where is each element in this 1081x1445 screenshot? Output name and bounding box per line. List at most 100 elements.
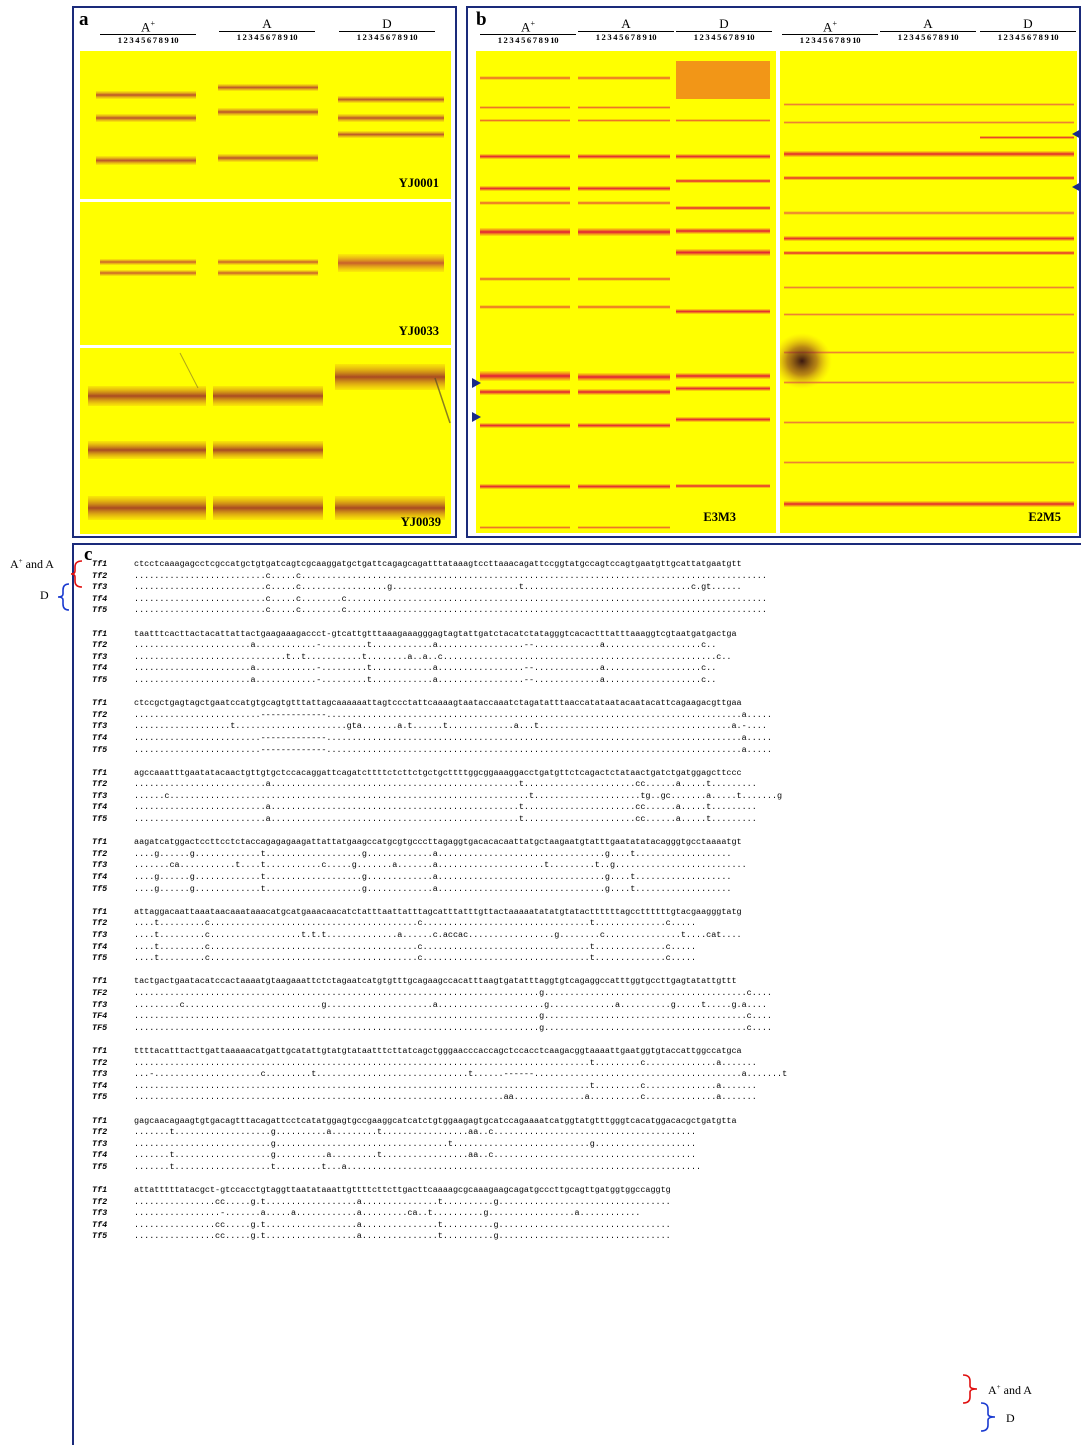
block-spacer <box>92 687 787 699</box>
sequence-id: Tf2 <box>92 709 108 720</box>
sequence-id: Tf2 <box>92 918 108 929</box>
gel-bands <box>96 84 444 165</box>
sequence-text: ..........................a.............… <box>134 779 757 790</box>
sequence-text: ..........................a.............… <box>134 802 757 813</box>
sequence-row: Tf3 ....t.........c..................t.t.… <box>92 930 787 942</box>
sequence-id: Tf5 <box>92 883 108 894</box>
sequence-id: Tf3 <box>92 1069 108 1080</box>
sequence-row: Tf3 ..............................t..t...… <box>92 652 787 664</box>
gel-label: E3M3 <box>703 510 736 524</box>
sequence-text: ..........................c.....c.......… <box>134 593 767 604</box>
gel-label: YJ0001 <box>398 176 439 190</box>
sequence-text: ...................t....................… <box>134 721 767 732</box>
sequence-text: ..........................c.....c.......… <box>134 570 767 581</box>
sequence-row: Tf4 .........................------------… <box>92 733 787 745</box>
blue-bracket-icon <box>980 1402 996 1432</box>
sequence-row: Tf2.....................................… <box>92 1058 787 1070</box>
sequence-row: TF5.....................................… <box>92 1023 787 1035</box>
sequence-id: Tf1 <box>92 1045 108 1056</box>
sequence-id: Tf2 <box>92 570 108 581</box>
sequence-row: Tf5 .......t...................t.........… <box>92 1162 787 1174</box>
gel-image-yj0033: YJ0033 <box>80 202 451 345</box>
panel-b-group-header: A+ 1 2 3 4 5 6 7 8 9 10 <box>480 16 576 46</box>
sequence-id: Tf4 <box>92 732 108 743</box>
sequence-text: taatttcacttactacattattactgaagaaagaccct-g… <box>134 628 737 639</box>
sequence-row: Tf3 ...-.....................c.........t.… <box>92 1069 787 1081</box>
sequence-id: Tf2 <box>92 848 108 859</box>
sequence-id: Tf2 <box>92 1057 108 1068</box>
sequence-row: Tf3 ..........................c.....c....… <box>92 582 787 594</box>
sequence-text: ....t.........c.........................… <box>134 918 697 929</box>
sequence-row: Tf3 ......c..............................… <box>92 791 787 803</box>
sequence-id: Tf1 <box>92 1115 108 1126</box>
panel-c-label: c <box>84 544 93 565</box>
sequence-text: aagatcatggactccttcctctaccagagagaagattatt… <box>134 837 742 848</box>
sequence-row: Tf1 ttttacatttacttgattaaaaacatgattgcatatt… <box>92 1046 787 1058</box>
block-spacer <box>92 1104 787 1116</box>
sequence-text: attatttttatacgct-gtccacctgtaggttaatataaa… <box>134 1185 671 1196</box>
sequence-id: Tf1 <box>92 976 108 987</box>
sequence-row: Tf1 aagatcatggactccttcctctaccagagagaagatt… <box>92 837 787 849</box>
sequence-text: .................-.......a.....a........… <box>134 1208 641 1219</box>
panel-c: c Tf1 ctcctcaaagagcctcgccatgctgtgatcagtcg… <box>72 543 1081 1445</box>
sequence-text: .......t...................g..........a.… <box>134 1127 697 1138</box>
sequence-text: .......ca...........t....t...........c..… <box>134 860 747 871</box>
sequence-id: TF4 <box>92 1011 108 1022</box>
sequence-row: Tf1 tactgactgaatacatccactaaaatgtaagaaattc… <box>92 976 787 988</box>
sequence-id: Tf3 <box>92 721 108 732</box>
panel-a-group-header: A 1 2 3 4 5 6 7 8 9 10 <box>219 16 315 43</box>
sequence-text: ........................................… <box>134 987 772 998</box>
sequence-id: Tf1 <box>92 906 108 917</box>
arrowhead-marker-icon <box>472 378 481 388</box>
block-spacer <box>92 756 787 768</box>
sequence-text: .......................a............-...… <box>134 674 717 685</box>
sequence-row: Tf3 .........c...........................… <box>92 1000 787 1012</box>
sequence-id: Tf3 <box>92 582 108 593</box>
sequence-row: TF2.....................................… <box>92 988 787 1000</box>
sequence-text: ..........................c.....c.......… <box>134 582 742 593</box>
panel-b-group-header: A+ 1 2 3 4 5 6 7 8 9 10 <box>782 16 878 46</box>
block-spacer <box>92 965 787 977</box>
sequence-id: Tf1 <box>92 698 108 709</box>
sequence-row: Tf3 ...................t.................… <box>92 721 787 733</box>
sequence-id: TF2 <box>92 987 108 998</box>
sequence-row: Tf2 ..........................c.....c....… <box>92 571 787 583</box>
sequence-text: ....g......g.............t..............… <box>134 872 732 883</box>
sequence-id: Tf5 <box>92 953 108 964</box>
sequence-row: TF4.....................................… <box>92 1011 787 1023</box>
sequence-text: ...-.....................c.........t....… <box>134 1069 788 1080</box>
sequence-row: Tf5 .......................a............-… <box>92 675 787 687</box>
sequence-row: Tf4 ..........................a..........… <box>92 802 787 814</box>
sequence-row: Tf3 .................-.......a.....a.....… <box>92 1208 787 1220</box>
sequence-text: ctcctcaaagagcctcgccatgctgtgatcagtcgcaagg… <box>134 559 742 569</box>
sequence-row: Tf1 attatttttatacgct-gtccacctgtaggttaatat… <box>92 1185 787 1197</box>
sequence-text: ................cc.....g.t..............… <box>134 1231 671 1242</box>
sequence-row: Tf5 .........................------------… <box>92 745 787 757</box>
sequence-id: Tf3 <box>92 930 108 940</box>
sequence-text: ...........................g............… <box>134 1138 697 1149</box>
sequence-row: Tf3 .......ca...........t....t...........… <box>92 860 787 872</box>
sequence-row: Tf1 ctcctcaaagagcctcgccatgctgtgatcagtcgca… <box>92 559 787 571</box>
sequence-text: ttttacatttacttgattaaaaacatgattgcatattgta… <box>134 1045 742 1056</box>
sequence-id: Tf1 <box>92 767 108 778</box>
arrowhead-marker-icon <box>1072 182 1081 192</box>
sequence-text: .........................-------------..… <box>134 709 772 720</box>
panel-b-group-header: D 1 2 3 4 5 6 7 8 9 10 <box>980 16 1076 43</box>
sequence-text: ....g......g.............t..............… <box>134 883 732 894</box>
sequence-id: Tf5 <box>92 1231 108 1242</box>
sequence-id: Tf2 <box>92 1127 108 1138</box>
sequence-id: Tf4 <box>92 1219 108 1230</box>
gel-image-e3m3: E3M3 <box>476 51 776 533</box>
sequence-row: Tf2 ....g......g.............t...........… <box>92 849 787 861</box>
sequence-id: Tf2 <box>92 779 108 790</box>
gel-bands <box>780 103 1074 507</box>
sequence-id: Tf1 <box>92 837 108 848</box>
sequence-text: ..........................a.............… <box>134 814 757 825</box>
sequence-text: ........................................… <box>134 1011 772 1022</box>
sequence-row: Tf1 gagcaacagaagtgtgacagtttacagattcctcata… <box>92 1116 787 1128</box>
sequence-id: Tf3 <box>92 1208 108 1219</box>
panel-b-group-header: A 1 2 3 4 5 6 7 8 9 10 <box>880 16 976 43</box>
red-bracket-icon <box>962 1374 978 1404</box>
sequence-row: Tf4 ................cc.....g.t...........… <box>92 1220 787 1232</box>
sequence-row: Tf4 .......t...................g.........… <box>92 1150 787 1162</box>
